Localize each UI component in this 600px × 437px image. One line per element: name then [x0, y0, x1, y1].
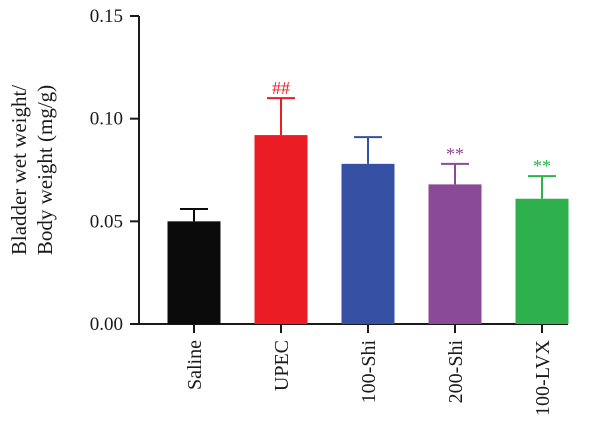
bar-100-shi	[341, 163, 395, 324]
y-tick-label: 0.15	[90, 6, 123, 27]
x-category-label: 100-Shi	[358, 340, 380, 404]
x-category-label: 100-LVX	[532, 339, 554, 415]
significance-marker: **	[533, 156, 551, 176]
x-category-label: 200-Shi	[445, 340, 467, 404]
y-axis-label-line-2: Body weight (mg/g)	[33, 85, 57, 255]
y-axis-title: Bladder wet weight/ Body weight (mg/g)	[7, 85, 57, 255]
x-axis-categories: Saline UPEC 100-Shi 200-Shi 100-LVX	[184, 324, 554, 416]
x-category-label: UPEC	[271, 340, 293, 391]
bar-200-shi	[428, 184, 482, 324]
bar-saline	[167, 221, 221, 324]
y-axis-label-line-1: Bladder wet weight/	[7, 85, 31, 255]
x-category-label: Saline	[184, 340, 206, 390]
y-axis-ticks: 0.00 0.05 0.10 0.15	[90, 6, 139, 335]
bar-100-lvx	[515, 198, 569, 324]
y-tick-label: 0.10	[90, 109, 123, 130]
bar-upec	[254, 135, 308, 324]
significance-marker: ##	[272, 78, 290, 98]
bars: ## ** **	[167, 78, 569, 324]
significance-marker: **	[446, 144, 464, 164]
y-tick-label: 0.05	[90, 211, 123, 232]
y-tick-label: 0.00	[90, 314, 123, 335]
